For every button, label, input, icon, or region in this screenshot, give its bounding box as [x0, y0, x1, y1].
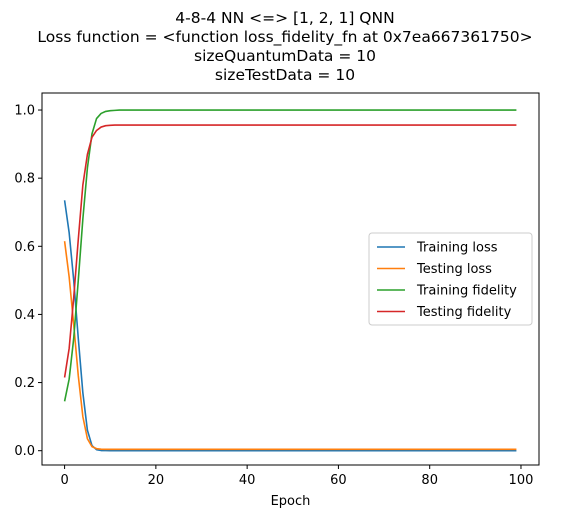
x-tick-label: 40: [239, 473, 256, 488]
plot-frame: [41, 92, 540, 466]
x-tick-label: 20: [148, 473, 165, 488]
y-tick-label: 0.6: [14, 240, 35, 255]
series-lines: [63, 109, 517, 452]
series-line-1: [63, 241, 517, 451]
legend-label: Training fidelity: [416, 284, 517, 299]
legend-label: Testing fidelity: [416, 305, 512, 320]
x-tick-label: 80: [421, 473, 438, 488]
y-tick-label: 1.0: [14, 104, 35, 119]
series-line-3: [63, 124, 517, 378]
y-tick-label: 0.0: [14, 444, 35, 459]
legend-label: Testing loss: [416, 262, 492, 277]
x-tick-label: 100: [509, 473, 534, 488]
y-axis: 0.0 0.2 0.4 0.6 0.8 1.0: [14, 104, 42, 459]
title-line: 4-8-4 NN <=> [1, 2, 1] QNN: [175, 9, 394, 27]
series-line-0: [63, 200, 517, 452]
title-line: Loss function = <function loss_fidelity_…: [37, 28, 532, 47]
legend-box: [368, 232, 533, 326]
x-tick-label: 0: [60, 473, 68, 488]
legend-label: Training loss: [416, 241, 498, 256]
series-line-2: [63, 109, 517, 402]
title-line: sizeQuantumData = 10: [194, 47, 376, 65]
y-tick-label: 0.8: [14, 172, 35, 187]
x-axis: 0 20 40 60 80 100: [60, 465, 533, 488]
x-tick-label: 60: [330, 473, 347, 488]
legend: Training loss Testing loss Training fideli…: [368, 232, 533, 326]
y-tick-label: 0.4: [14, 308, 35, 323]
y-tick-label: 0.2: [14, 376, 35, 391]
title-line: sizeTestData = 10: [215, 66, 355, 84]
x-axis-label: Epoch: [271, 494, 311, 509]
